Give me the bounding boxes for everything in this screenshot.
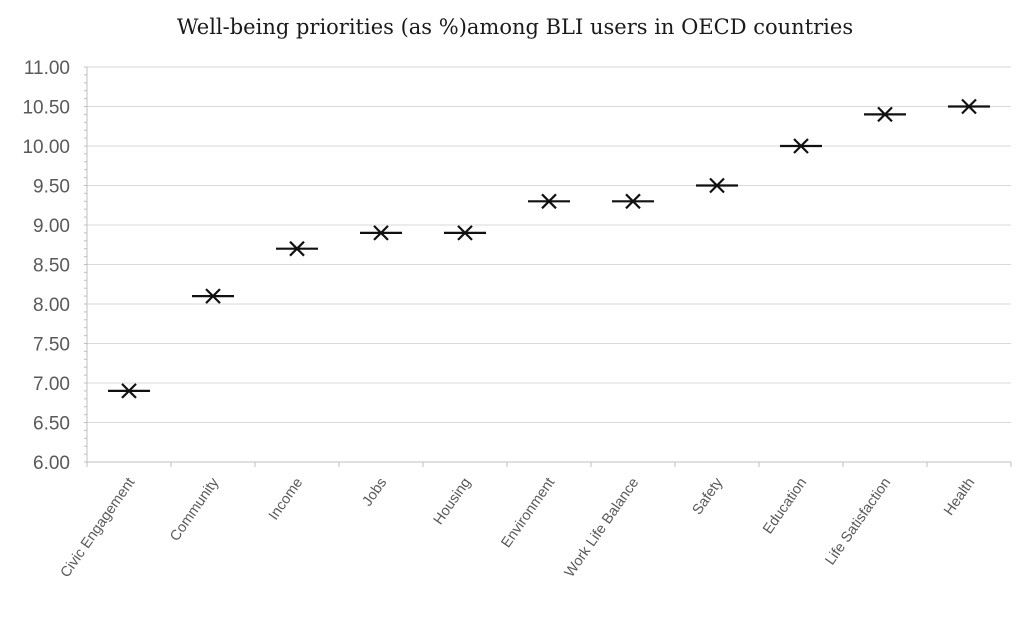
data-point bbox=[780, 138, 822, 154]
y-tick-label: 10.50 bbox=[22, 98, 70, 119]
data-point-x-stroke bbox=[625, 193, 641, 210]
data-point bbox=[192, 288, 234, 304]
y-tick-label: 7.00 bbox=[33, 374, 70, 395]
data-point bbox=[696, 177, 738, 194]
y-tick-label: 9.00 bbox=[33, 216, 70, 237]
data-point bbox=[948, 98, 990, 115]
data-point bbox=[444, 225, 486, 241]
x-tick-label: Safety bbox=[690, 475, 727, 518]
x-tick-label: Environment bbox=[498, 475, 558, 551]
y-tick-label: 8.50 bbox=[33, 256, 70, 277]
y-tick-label: 7.50 bbox=[33, 335, 70, 356]
data-point-x-stroke bbox=[289, 240, 305, 257]
data-point-x-stroke bbox=[709, 177, 725, 194]
data-markers bbox=[108, 98, 990, 399]
x-axis-tick-labels: Civic Engagement Community Income Jobs Housi… bbox=[58, 475, 979, 581]
gridlines bbox=[87, 66, 1011, 423]
data-point-x-stroke bbox=[961, 98, 977, 115]
axes bbox=[84, 66, 1012, 467]
x-tick-label: Education bbox=[760, 475, 810, 537]
x-tick-label: Life Satisfaction bbox=[822, 475, 894, 568]
data-point bbox=[864, 106, 906, 123]
chart-title: Well-being priorities (as %)among BLI us… bbox=[177, 15, 853, 39]
y-axis-tick-labels: 6.00 6.50 7.00 7.50 8.00 8.50 9.00 9.50 10.00 10.… bbox=[22, 58, 70, 474]
data-point-x-stroke bbox=[205, 288, 221, 304]
y-tick-label: 11.00 bbox=[24, 58, 70, 79]
x-tick-label: Jobs bbox=[360, 475, 391, 509]
data-point-x-stroke bbox=[121, 383, 137, 399]
data-point-x-stroke bbox=[373, 225, 389, 241]
data-point-x-stroke bbox=[793, 138, 809, 154]
data-point-x-stroke bbox=[457, 225, 473, 241]
x-tick-label: Income bbox=[266, 475, 306, 523]
data-point bbox=[276, 240, 318, 257]
x-tick-label: Civic Engagement bbox=[58, 475, 139, 581]
y-tick-label: 6.00 bbox=[33, 453, 70, 474]
data-point bbox=[360, 225, 402, 241]
x-tick-label: Health bbox=[941, 475, 978, 519]
data-point-x-stroke bbox=[541, 193, 557, 210]
y-tick-label: 6.50 bbox=[33, 414, 70, 435]
data-point-x-stroke bbox=[877, 106, 893, 123]
data-point bbox=[528, 193, 570, 210]
x-tick-label: Housing bbox=[431, 475, 475, 528]
y-tick-label: 10.00 bbox=[22, 137, 70, 158]
y-tick-label: 8.00 bbox=[33, 295, 70, 316]
y-tick-label: 9.50 bbox=[33, 177, 70, 198]
data-point bbox=[108, 383, 150, 399]
x-tick-label: Work Life Balance bbox=[562, 475, 642, 580]
x-tick-label: Community bbox=[167, 475, 223, 545]
data-point bbox=[612, 193, 654, 210]
